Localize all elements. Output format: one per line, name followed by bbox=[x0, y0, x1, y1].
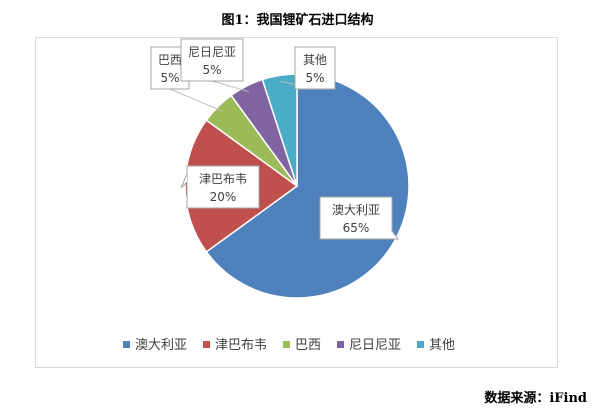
data-label-4: 尼日尼亚 5% bbox=[180, 38, 244, 82]
legend-label: 巴西 bbox=[295, 338, 321, 353]
data-label-value: 20% bbox=[210, 190, 237, 204]
callout-pointer bbox=[180, 173, 188, 189]
legend-label: 津巴布韦 bbox=[215, 338, 267, 353]
legend-swatch bbox=[283, 341, 290, 348]
data-label-2: 津巴布韦 20% bbox=[180, 165, 260, 209]
data-label-name: 巴西 bbox=[158, 53, 182, 67]
data-label-1: 澳大利亚 65% bbox=[319, 196, 399, 240]
data-label-value: 5% bbox=[160, 71, 179, 85]
legend-label: 澳大利亚 bbox=[135, 337, 187, 353]
data-label-name: 尼日尼亚 bbox=[188, 45, 236, 59]
callout-box bbox=[180, 38, 244, 82]
data-label-name: 澳大利亚 bbox=[332, 203, 380, 217]
legend-swatch bbox=[337, 341, 344, 348]
callout-box bbox=[186, 165, 260, 209]
legend-item-4: 尼日尼亚 bbox=[337, 338, 401, 353]
legend-swatch bbox=[417, 341, 424, 348]
legend-label: 其他 bbox=[429, 338, 455, 353]
data-label-value: 65% bbox=[343, 221, 370, 235]
data-label-name: 其他 bbox=[303, 53, 327, 67]
page-title: 图1：我国锂矿石进口结构 bbox=[221, 13, 374, 28]
data-label-5: 其他 5% bbox=[294, 46, 336, 90]
data-label-value: 5% bbox=[202, 63, 221, 77]
legend-item-5: 其他 bbox=[417, 338, 455, 353]
callout-box bbox=[294, 46, 336, 90]
leader-line-4 bbox=[211, 80, 250, 93]
data-source: 数据来源：iFind bbox=[484, 391, 587, 406]
legend-item-3: 巴西 bbox=[283, 338, 321, 353]
legend-label: 尼日尼亚 bbox=[349, 338, 401, 353]
callout-box bbox=[319, 196, 393, 240]
data-label-name: 津巴布韦 bbox=[199, 172, 247, 186]
data-label-value: 5% bbox=[305, 71, 324, 85]
legend-item-2: 津巴布韦 bbox=[203, 338, 267, 353]
legend-item-1: 澳大利亚 bbox=[123, 337, 187, 353]
leader-line-3 bbox=[169, 88, 223, 112]
legend-swatch bbox=[203, 341, 210, 348]
legend-swatch bbox=[123, 341, 130, 348]
callout-pointer bbox=[390, 230, 399, 240]
